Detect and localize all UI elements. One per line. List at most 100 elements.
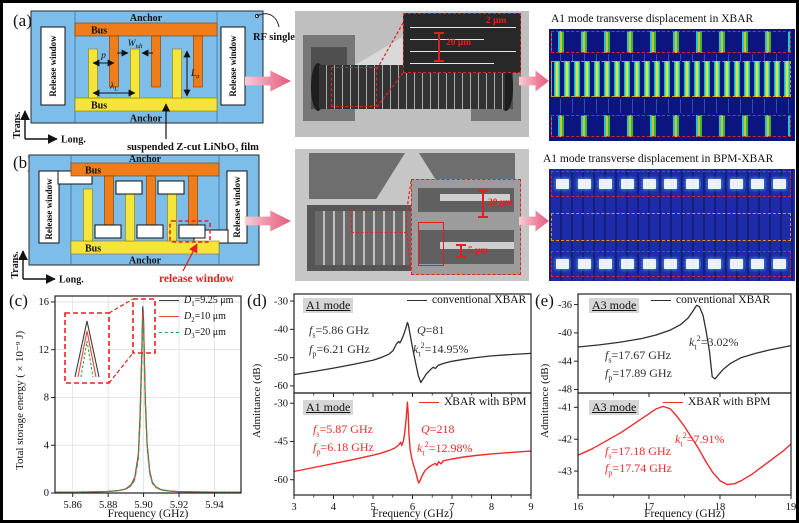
- release-window-square: [577, 259, 591, 269]
- panel-d-label: (d): [247, 291, 267, 310]
- x-tick-label: 9: [528, 502, 533, 513]
- x-tick-label: 5: [370, 502, 375, 513]
- edge-mode-strip: [551, 31, 791, 53]
- y-tick-label: -48: [558, 385, 572, 396]
- release-window-square: [577, 179, 591, 189]
- schematic-bpm-xbar: Release window Release window Anchor Bus…: [10, 154, 260, 286]
- bpm-release-window: [115, 180, 143, 195]
- scale-bar-label: 20 μm: [488, 198, 514, 208]
- y-tick-label: 4: [44, 440, 50, 451]
- aperture-label: La: [190, 69, 200, 80]
- kt2-annotation: kt2=7.91%: [675, 431, 725, 449]
- idt-finger: [188, 175, 198, 228]
- edge-mode-strip: [551, 115, 791, 137]
- idt-width-label: Widt: [128, 39, 143, 50]
- lambda-label: λL: [109, 82, 118, 93]
- release-window-square: [751, 259, 765, 269]
- release-window-square: [707, 179, 721, 189]
- a3-x-axis-label: Frequency (GHz): [644, 508, 725, 520]
- sem-finger-line: [410, 63, 494, 65]
- sem-finger-line: [410, 51, 516, 53]
- legend-swatch: [651, 299, 671, 301]
- fp-annotation: fp=17.74 GHz: [605, 461, 672, 478]
- y-tick-label: -40: [558, 328, 572, 339]
- energy-x-axis-label: Frequency (GHz): [107, 508, 189, 520]
- film-caption: suspended Z-cut LiNbO₃ film: [127, 142, 259, 153]
- scale-bar-label: 20 μm: [446, 38, 472, 48]
- release-window-left: [40, 26, 66, 106]
- idt-finger: [88, 48, 98, 99]
- fp-annotation: fp=6.18 GHz: [313, 440, 374, 457]
- x-tick-label: 5.94: [205, 500, 224, 511]
- displacement-map-xbar: [549, 29, 795, 141]
- release-window-right: [226, 170, 248, 244]
- y-tick-label: 8: [44, 393, 49, 404]
- peak-zoom-inset: [64, 298, 156, 384]
- x-tick-label: 6: [410, 502, 415, 513]
- scale-bar: [478, 190, 488, 218]
- release-window-square: [664, 259, 678, 269]
- q-annotation: Q=81: [417, 323, 445, 337]
- finger-bar: [440, 194, 510, 201]
- bus-top-label: Bus: [85, 166, 101, 177]
- series-d3=20-μm: [54, 318, 242, 493]
- bus-top-label: Bus: [91, 26, 107, 37]
- trans-axis-label: Trans.: [10, 251, 21, 279]
- energy-y-axis-label: Total storage energy (×10⁻⁹ J): [14, 330, 26, 470]
- kt2-annotation: kt2=3.02%: [689, 334, 739, 352]
- q-annotation: Q=218: [421, 422, 455, 436]
- admittance-y-axis-label: Admittance (dB): [251, 363, 263, 439]
- y-tick-label: -30: [274, 398, 288, 409]
- inset-peak-d2: [77, 330, 97, 378]
- mode-label: A3 mode: [589, 298, 640, 313]
- legend-item: D3=20 μm: [159, 327, 233, 343]
- sem-finger-line: [410, 27, 516, 29]
- energy-chart: 0 4 8 12 16 5.86 5.88 5.90 5.92 5.94: [39, 295, 242, 511]
- idt-finger: [167, 188, 177, 242]
- release-window-square: [772, 259, 786, 269]
- top-bus: [74, 22, 218, 37]
- y-tick-label: -36: [558, 300, 572, 311]
- a1-x-axis-label: Frequency (GHz): [372, 508, 453, 520]
- displacement-faint-row: [551, 54, 791, 61]
- series-conventional-xbar: [577, 304, 792, 380]
- scale-bar: [434, 32, 444, 62]
- schematic-xbar: Release window Release window Anchor Bus…: [12, 10, 295, 153]
- bus-bottom-label: Bus: [91, 101, 107, 112]
- bottom-bus: [74, 97, 218, 112]
- legend-swatch: [159, 300, 179, 302]
- release-window-square: [729, 179, 743, 189]
- rf-label: RF single: [253, 32, 295, 43]
- fp-annotation: fp=6.21 GHz: [309, 342, 370, 359]
- legend-item: D2=10 μm: [159, 311, 233, 327]
- y-tick-label: -50: [274, 353, 288, 364]
- x-tick-label: 18: [715, 502, 726, 513]
- y-tick-label: -60: [274, 475, 288, 486]
- release-window-square: [556, 259, 569, 269]
- fs-annotation: fs=5.87 GHz: [313, 422, 373, 439]
- bus-bottom-label: Bus: [85, 244, 101, 255]
- legend-item: XBAR with BPM: [663, 396, 770, 408]
- inset-peak-d3: [80, 340, 94, 378]
- idt-finger: [146, 175, 156, 228]
- y-tick-label: -44: [558, 356, 573, 367]
- kt2-annotation: kt2=12.98%: [417, 440, 473, 458]
- x-tick-label: 5.88: [99, 500, 117, 511]
- release-window-label: Release window: [48, 35, 58, 97]
- release-window-square: [599, 179, 613, 189]
- release-window-square: [621, 179, 635, 189]
- x-tick-label: 16: [573, 502, 584, 513]
- fs-annotation: fs=17.18 GHz: [605, 444, 671, 461]
- sem-image-bpm-xbar: 20 μm 5 μm: [295, 149, 529, 281]
- release-window-square: [599, 259, 613, 269]
- y-tick-label: 12: [39, 345, 50, 356]
- zoom-connectors: [406, 180, 412, 274]
- fs-annotation: fs=5.86 GHz: [309, 323, 369, 340]
- long-axis-label: Long.: [61, 135, 86, 146]
- x-tick-label: 19: [786, 502, 797, 513]
- release-window-square: [772, 179, 786, 189]
- y-tick-label: -41: [558, 403, 572, 414]
- zoom-connectors: [376, 22, 404, 108]
- x-tick-label: 4: [331, 502, 337, 513]
- legend-item: conventional XBAR: [407, 294, 526, 306]
